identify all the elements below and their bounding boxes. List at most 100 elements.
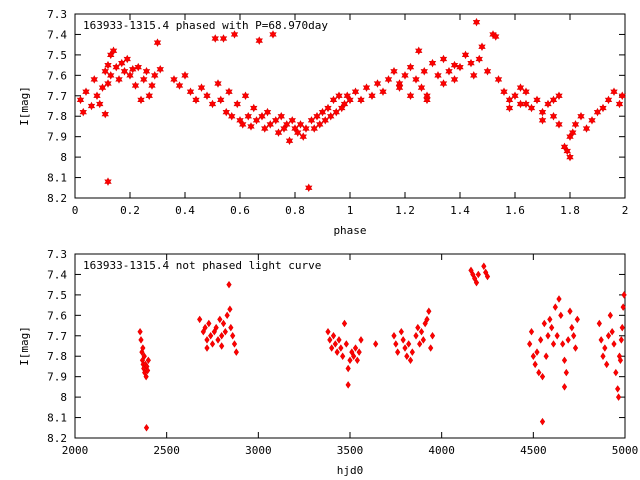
x-tick-label: 3000 xyxy=(245,444,272,457)
data-point xyxy=(456,62,464,72)
data-point xyxy=(305,183,313,193)
y-tick-label: 7.6 xyxy=(47,69,67,82)
data-point xyxy=(395,83,404,92)
data-point xyxy=(236,116,244,125)
data-point xyxy=(536,368,542,377)
data-point xyxy=(329,95,338,105)
data-point xyxy=(571,332,577,340)
data-point xyxy=(445,66,453,76)
data-point xyxy=(539,372,546,381)
data-point xyxy=(197,315,203,324)
x-axis-label: hjd0 xyxy=(337,464,364,477)
y-tick-label: 7.5 xyxy=(47,49,67,62)
data-point xyxy=(126,71,134,80)
data-point xyxy=(140,344,146,352)
data-point xyxy=(263,107,272,117)
data-point xyxy=(604,360,610,369)
data-point xyxy=(217,95,225,105)
data-point xyxy=(362,83,371,92)
data-point xyxy=(291,124,299,133)
data-point xyxy=(563,368,569,377)
data-point xyxy=(206,319,212,328)
data-point xyxy=(555,91,563,101)
data-point xyxy=(340,99,349,109)
data-point xyxy=(351,352,357,360)
data-point xyxy=(423,95,431,105)
data-point xyxy=(141,352,147,360)
data-point xyxy=(527,103,536,113)
data-point xyxy=(373,79,382,88)
data-point xyxy=(143,372,149,381)
data-point xyxy=(610,87,618,96)
data-point xyxy=(409,348,415,356)
data-point xyxy=(203,91,211,101)
data-point xyxy=(356,348,362,356)
x-tick-label: 2000 xyxy=(62,444,89,457)
data-point xyxy=(505,95,514,105)
data-point xyxy=(571,120,580,129)
data-point xyxy=(228,111,236,121)
data-point xyxy=(599,103,607,113)
data-point xyxy=(617,356,624,365)
data-point xyxy=(202,323,208,332)
y-tick-label: 8 xyxy=(60,151,67,164)
chart-title: 163933-1315.4 not phased light curve xyxy=(83,259,321,272)
data-point xyxy=(615,393,622,401)
data-point xyxy=(417,83,426,92)
data-point xyxy=(620,303,626,311)
chart-title: 163933-1315.4 phased with P=68.970day xyxy=(83,19,328,32)
data-point xyxy=(145,91,153,101)
data-point xyxy=(239,120,247,129)
data-point xyxy=(338,344,344,352)
y-axis-label: I[mag] xyxy=(18,326,31,366)
data-point xyxy=(351,87,360,96)
data-point xyxy=(475,54,483,64)
data-point xyxy=(607,311,613,320)
y-tick-label: 7.6 xyxy=(47,309,67,322)
data-point xyxy=(115,75,123,84)
x-tick-label: 1.2 xyxy=(395,204,415,217)
y-tick-label: 7.7 xyxy=(47,330,67,343)
data-point xyxy=(538,336,544,344)
y-tick-label: 8.1 xyxy=(47,412,67,425)
data-point xyxy=(217,315,223,324)
data-point xyxy=(528,327,535,336)
data-point xyxy=(250,103,258,113)
data-point xyxy=(230,30,239,39)
data-point xyxy=(76,95,85,105)
data-point xyxy=(611,340,617,348)
data-point xyxy=(357,95,365,105)
data-point xyxy=(391,332,397,340)
data-point xyxy=(379,87,387,96)
data-point xyxy=(368,91,376,101)
data-point xyxy=(181,71,189,80)
data-point xyxy=(547,315,553,324)
data-point xyxy=(417,340,423,348)
y-tick-label: 8 xyxy=(60,391,67,404)
data-point xyxy=(244,111,252,121)
data-point xyxy=(567,307,573,315)
x-tick-label: 1.6 xyxy=(505,204,525,217)
data-point xyxy=(619,323,625,332)
data-point xyxy=(555,120,563,129)
data-point xyxy=(343,91,351,101)
data-point xyxy=(556,295,562,303)
data-point xyxy=(390,66,398,76)
data-point xyxy=(327,111,335,121)
data-point xyxy=(96,99,104,109)
data-point xyxy=(426,307,432,315)
data-point xyxy=(406,91,415,101)
data-point xyxy=(400,336,406,344)
data-point xyxy=(131,81,140,90)
data-point xyxy=(472,17,481,27)
data-point xyxy=(208,332,214,340)
x-tick-label: 2500 xyxy=(153,444,180,457)
data-point xyxy=(618,91,626,101)
data-point xyxy=(420,336,426,344)
data-point xyxy=(343,340,349,348)
data-point xyxy=(347,356,353,365)
data-point xyxy=(415,46,423,56)
data-point xyxy=(104,177,112,186)
data-point xyxy=(137,95,145,105)
